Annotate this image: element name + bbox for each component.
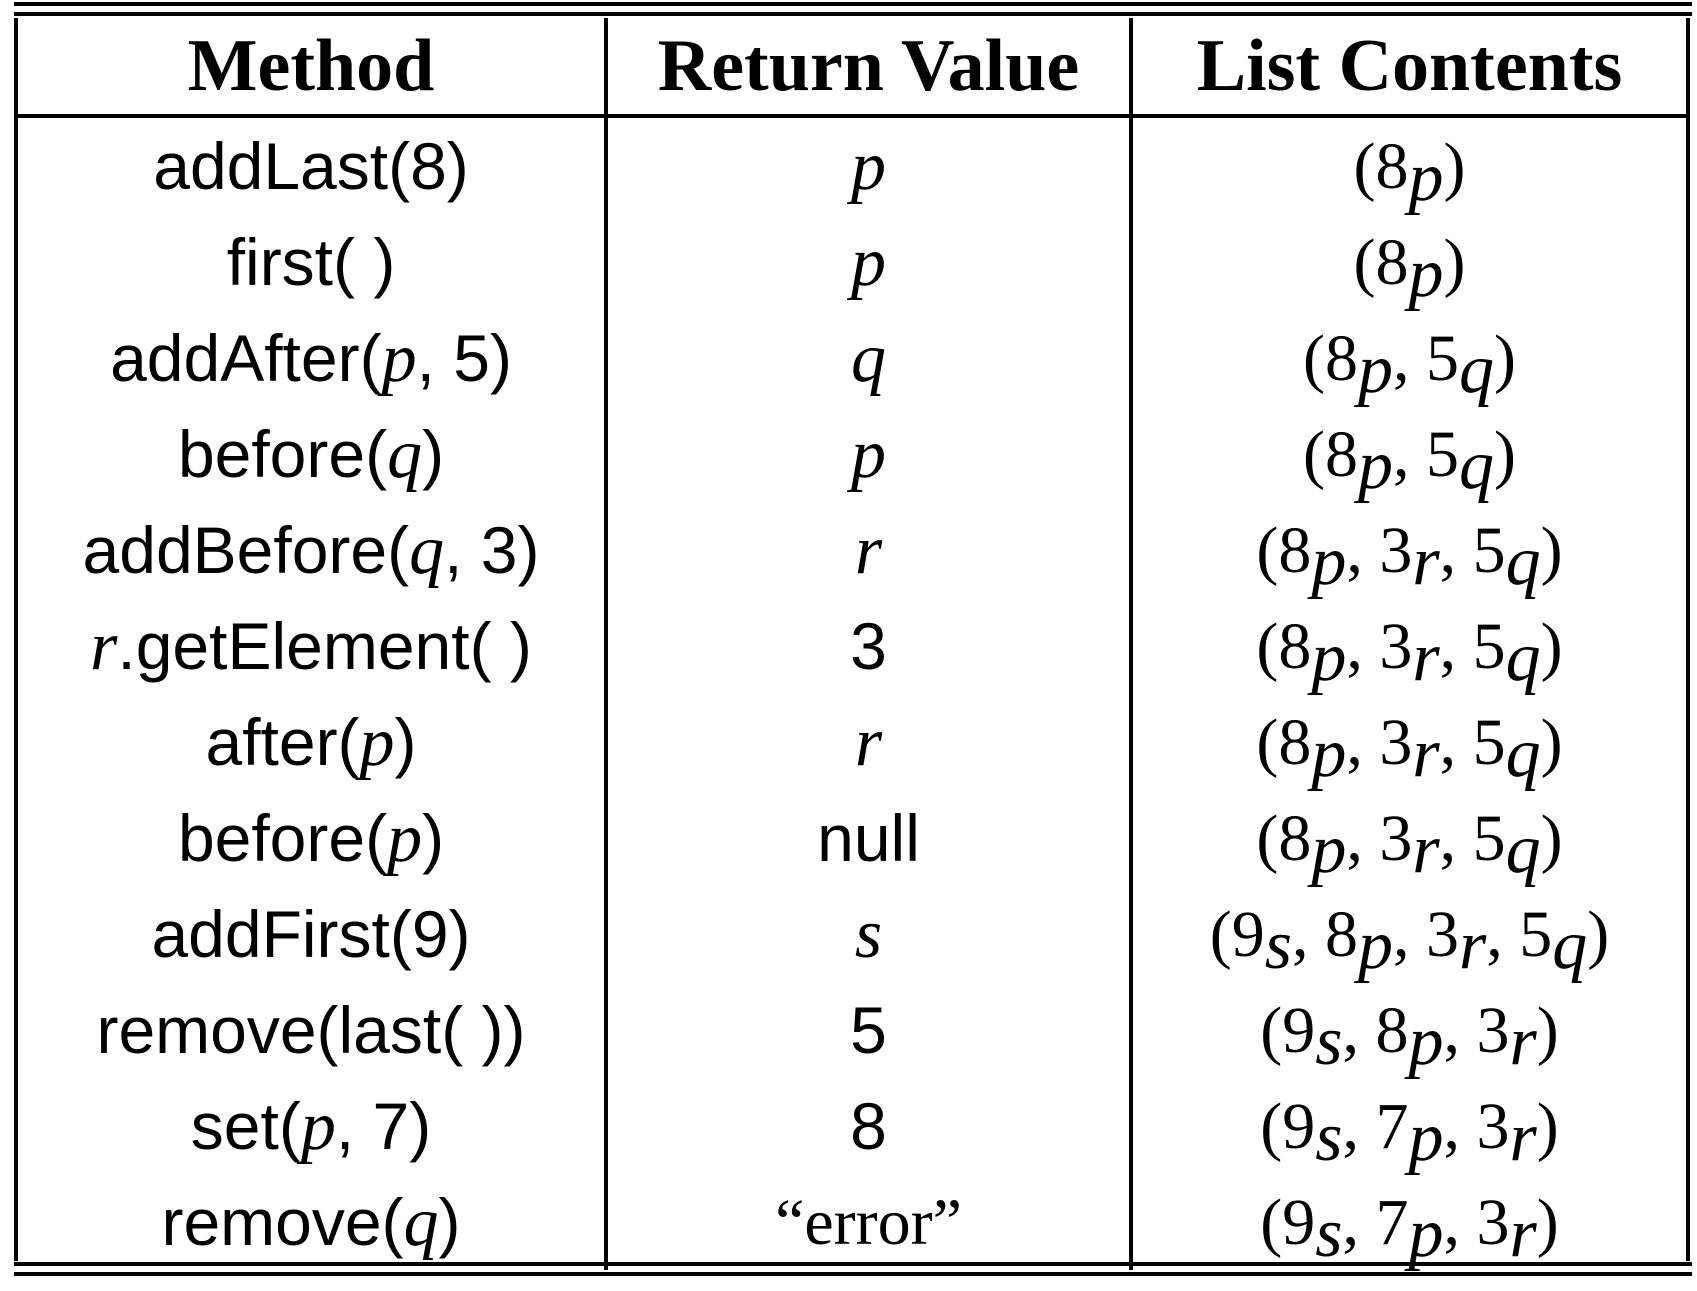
bottom-rule-outer	[14, 1272, 1692, 1276]
list-contents-cell: (8p, 5q)	[1129, 310, 1686, 408]
return-value-cell: “error”	[604, 1174, 1131, 1270]
table-row: addBefore(q, 3) r (8p, 3r, 5q)	[18, 502, 1686, 600]
operations-table-frame: Method Return Value List Contents addLas…	[14, 18, 1690, 1272]
header-list-contents: List Contents	[1129, 18, 1686, 118]
table-row: after(p) r (8p, 3r, 5q)	[18, 694, 1686, 792]
list-contents-cell: (8p)	[1129, 214, 1686, 312]
return-value-cell: q	[604, 310, 1131, 406]
top-rule-outer	[14, 2, 1692, 6]
return-value-cell: s	[604, 886, 1131, 982]
table-row: addAfter(p, 5) q (8p, 5q)	[18, 310, 1686, 408]
table-row: remove(last( )) 5 (9s, 8p, 3r)	[18, 982, 1686, 1080]
header-return-value: Return Value	[604, 18, 1131, 118]
list-contents-cell: (8p, 3r, 5q)	[1129, 598, 1686, 696]
method-cell: set(p, 7)	[190, 1087, 432, 1165]
return-value-cell: null	[604, 790, 1131, 886]
method-cell: remove(q)	[161, 1183, 461, 1261]
list-contents-cell: (9s, 8p, 3r, 5q)	[1129, 886, 1686, 984]
return-value-cell: 3	[604, 598, 1131, 694]
table-row: addFirst(9) s (9s, 8p, 3r, 5q)	[18, 886, 1686, 984]
table-row: r.getElement( ) 3 (8p, 3r, 5q)	[18, 598, 1686, 696]
list-contents-cell: (8p, 3r, 5q)	[1129, 694, 1686, 792]
operations-table: Method Return Value List Contents addLas…	[18, 18, 1686, 1272]
table-row: remove(q) “error” (9s, 7p, 3r)	[18, 1174, 1686, 1272]
return-value-cell: p	[604, 116, 1131, 214]
method-cell: before(q)	[177, 415, 445, 493]
return-value-cell: r	[604, 502, 1131, 598]
return-value-cell: p	[604, 406, 1131, 502]
table-row: before(q) p (8p, 5q)	[18, 406, 1686, 504]
list-contents-cell: (9s, 7p, 3r)	[1129, 1174, 1686, 1272]
method-cell: before(p)	[177, 799, 445, 877]
return-value-cell: 8	[604, 1078, 1131, 1174]
bottom-rule-inner	[14, 1262, 1692, 1266]
method-cell: addFirst(9)	[151, 896, 471, 971]
method-cell: r.getElement( )	[90, 607, 532, 685]
table-row: before(p) null (8p, 3r, 5q)	[18, 790, 1686, 888]
table-row: first( ) p (8p)	[18, 214, 1686, 312]
method-cell: first( )	[226, 224, 396, 299]
header-method: Method	[18, 18, 606, 118]
list-contents-cell: (9s, 8p, 3r)	[1129, 982, 1686, 1080]
list-contents-cell: (8p)	[1129, 116, 1686, 216]
method-cell: addBefore(q, 3)	[82, 511, 540, 589]
return-value-cell: r	[604, 694, 1131, 790]
method-cell: remove(last( ))	[96, 992, 526, 1067]
top-rule-inner	[14, 12, 1692, 16]
table-row: set(p, 7) 8 (9s, 7p, 3r)	[18, 1078, 1686, 1176]
list-contents-cell: (8p, 5q)	[1129, 406, 1686, 504]
table-row: addLast(8) p (8p)	[18, 116, 1686, 216]
list-contents-cell: (9s, 7p, 3r)	[1129, 1078, 1686, 1176]
list-contents-cell: (8p, 3r, 5q)	[1129, 790, 1686, 888]
list-contents-cell: (8p, 3r, 5q)	[1129, 502, 1686, 600]
method-cell: addAfter(p, 5)	[110, 319, 512, 397]
return-value-cell: p	[604, 214, 1131, 310]
method-cell: addLast(8)	[153, 128, 469, 203]
method-cell: after(p)	[205, 703, 417, 781]
header-row: Method Return Value List Contents	[18, 18, 1686, 118]
return-value-cell: 5	[604, 982, 1131, 1078]
